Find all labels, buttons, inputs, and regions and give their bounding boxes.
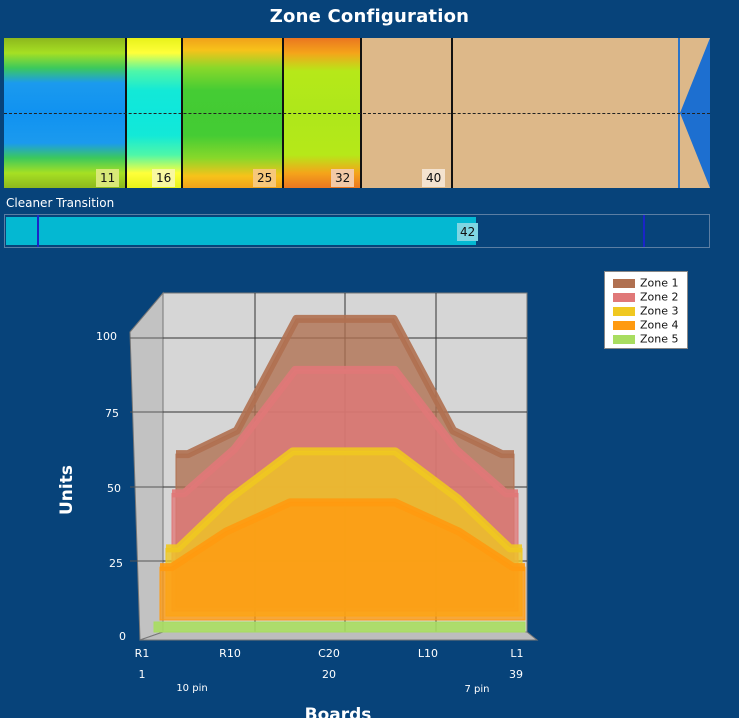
zone-units-chart: 100 75 50 25 0 R1 R10 C20 L10 L1 1 20 39… bbox=[57, 291, 539, 718]
y-axis-label: Units bbox=[57, 465, 77, 515]
y-tick-label: 25 bbox=[109, 557, 123, 570]
page-title: Zone Configuration bbox=[269, 6, 470, 27]
series-area-2-edge bbox=[172, 365, 518, 498]
zone-end-label: 25 bbox=[253, 169, 277, 187]
legend-swatch bbox=[613, 278, 635, 288]
cleaner-transition-value: 42 bbox=[457, 223, 479, 241]
zone-end-label: 32 bbox=[331, 169, 355, 187]
zone-end-label: 11 bbox=[96, 169, 120, 187]
board-number-label: 1 bbox=[139, 668, 146, 681]
pin-label: 10 pin bbox=[176, 683, 207, 694]
x-tick-label: L1 bbox=[510, 647, 523, 660]
chart-left-wall bbox=[129, 291, 164, 641]
legend-swatch bbox=[613, 334, 635, 344]
chart-legend: Zone 1 Zone 2 Zone 3 Zone 4 Zone 5 bbox=[604, 271, 688, 349]
x-tick-label: R1 bbox=[135, 647, 150, 660]
y-tick-label: 100 bbox=[96, 330, 117, 343]
zone-configuration-bar[interactable]: 11 16 25 32 40 bbox=[4, 38, 710, 188]
series-area-4 bbox=[159, 498, 526, 621]
series-area-1-edge bbox=[176, 314, 514, 459]
y-tick-label: 50 bbox=[107, 482, 121, 495]
series-area-3-edge bbox=[166, 447, 522, 553]
series-area-5 bbox=[153, 621, 526, 633]
transition-start-marker[interactable] bbox=[37, 215, 39, 247]
x-tick-label: R10 bbox=[219, 647, 241, 660]
legend-swatch bbox=[613, 320, 635, 330]
legend-swatch bbox=[613, 292, 635, 302]
legend-swatch bbox=[613, 306, 635, 316]
legend-item: Zone 5 bbox=[613, 332, 679, 346]
cleaner-transition-label: Cleaner Transition bbox=[6, 196, 115, 210]
series-area-5-shape bbox=[153, 621, 526, 633]
y-tick-label: 75 bbox=[105, 407, 119, 420]
chart-floor bbox=[139, 631, 539, 641]
transition-end-marker[interactable] bbox=[643, 215, 645, 247]
x-axis-label: Boards bbox=[305, 705, 372, 718]
x-tick-label: C20 bbox=[318, 647, 340, 660]
legend-item: Zone 2 bbox=[613, 290, 679, 304]
chart-series-layer bbox=[153, 314, 526, 633]
cleaner-transition-bar[interactable]: 42 bbox=[4, 214, 710, 248]
cleaner-transition-fill bbox=[6, 217, 476, 245]
board-number-label: 20 bbox=[322, 668, 336, 681]
legend-item: Zone 4 bbox=[613, 318, 679, 332]
legend-item: Zone 3 bbox=[613, 304, 679, 318]
pin-label: 7 pin bbox=[464, 684, 489, 695]
y-tick-label: 0 bbox=[119, 630, 126, 643]
board-number-label: 39 bbox=[509, 668, 523, 681]
zone-end-label: 16 bbox=[152, 169, 176, 187]
legend-item: Zone 1 bbox=[613, 276, 679, 290]
x-tick-label: L10 bbox=[418, 647, 438, 660]
lane-center-line bbox=[4, 113, 710, 114]
series-area-4-edge bbox=[160, 498, 525, 572]
zone-end-label: 40 bbox=[422, 169, 446, 187]
